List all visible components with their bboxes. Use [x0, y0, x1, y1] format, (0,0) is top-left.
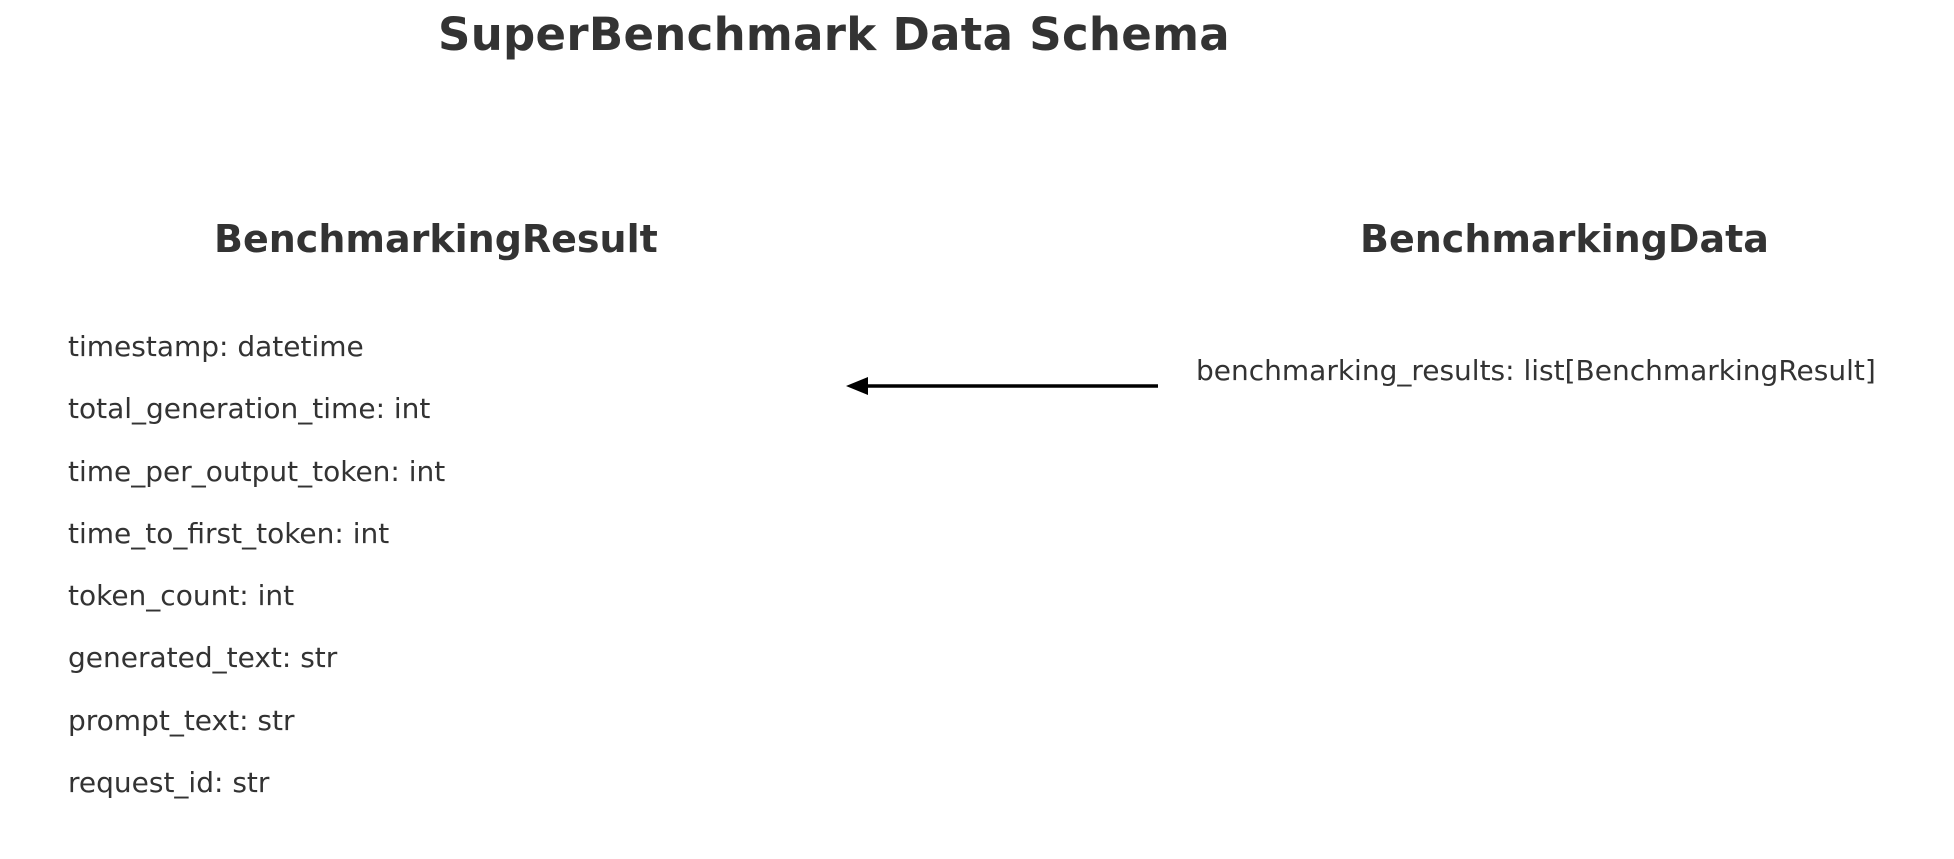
field-timestamp: timestamp: datetime	[68, 330, 364, 363]
field-request-id: request_id: str	[68, 766, 270, 800]
field-time-per-output-token: time_per_output_token: int	[68, 454, 446, 488]
field-generated-text: generated_text: str	[68, 641, 338, 675]
field-token-count: token_count: int	[68, 579, 295, 613]
entity-title-benchmarking-result: BenchmarkingResult	[214, 217, 658, 261]
benchmarking-result-field-list: timestamp: datetime total_generation_tim…	[68, 316, 445, 814]
field-benchmarking-results: benchmarking_results: list[BenchmarkingR…	[1196, 354, 1876, 387]
field-time-to-first-token: time_to_first_token: int	[68, 516, 390, 550]
diagram-title: SuperBenchmark Data Schema	[438, 8, 1230, 61]
relation-arrowhead	[846, 377, 868, 395]
entity-title-benchmarking-data: BenchmarkingData	[1360, 217, 1769, 261]
field-prompt-text: prompt_text: str	[68, 703, 295, 737]
relation-arrow	[846, 377, 1158, 395]
field-total-generation-time: total_generation_time: int	[68, 392, 431, 426]
